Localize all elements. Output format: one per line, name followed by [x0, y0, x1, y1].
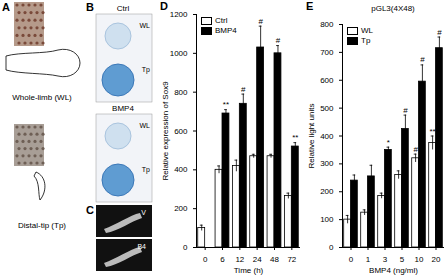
svg-text:BMP4 (ng/ml): BMP4 (ng/ml)	[369, 266, 418, 275]
svg-text:WL: WL	[140, 22, 151, 29]
svg-text:BMP4: BMP4	[112, 104, 134, 113]
svg-text:**: **	[429, 127, 435, 136]
svg-text:Relative expression of Sox9: Relative expression of Sox9	[161, 81, 170, 181]
svg-text:B: B	[86, 1, 94, 13]
svg-text:Tp: Tp	[142, 66, 150, 74]
svg-text:Ctrl: Ctrl	[117, 4, 130, 13]
svg-text:#: #	[420, 55, 425, 64]
svg-text:#: #	[403, 106, 408, 115]
html-text:D: D	[160, 0, 168, 12]
html-text:pGL3(4X48): pGL3(4X48)	[371, 4, 415, 13]
svg-text:1: 1	[366, 255, 371, 264]
svg-text:400: 400	[320, 132, 334, 141]
svg-text:1200: 1200	[170, 10, 188, 19]
svg-text:C: C	[86, 204, 94, 216]
svg-text:48: 48	[270, 255, 279, 264]
html-text:BMP4: BMP4	[215, 26, 237, 35]
svg-text:0: 0	[203, 255, 208, 264]
svg-text:500: 500	[320, 104, 334, 113]
svg-text:400: 400	[174, 165, 188, 174]
svg-text:800: 800	[174, 88, 188, 97]
html-text:Ctrl: Ctrl	[215, 16, 228, 25]
svg-text:200: 200	[320, 187, 334, 196]
svg-text:600: 600	[320, 76, 334, 85]
svg-text:100: 100	[320, 215, 334, 224]
svg-text:#: #	[437, 28, 442, 37]
svg-text:A: A	[2, 1, 10, 13]
svg-text:24: 24	[253, 255, 262, 264]
html-text:Tp: Tp	[361, 36, 371, 45]
svg-text:1000: 1000	[170, 49, 188, 58]
svg-text:Distal-tip (Tp): Distal-tip (Tp)	[18, 221, 66, 230]
svg-text:20: 20	[432, 255, 441, 264]
svg-text:300: 300	[320, 159, 334, 168]
html-text:WL: WL	[361, 26, 373, 35]
svg-text:Relative light units: Relative light units	[307, 104, 316, 169]
svg-text:72: 72	[287, 255, 296, 264]
svg-text:#: #	[258, 17, 263, 26]
svg-text:3: 3	[383, 255, 388, 264]
svg-text:0: 0	[183, 243, 188, 252]
svg-text:0: 0	[349, 255, 354, 264]
svg-text:#: #	[241, 85, 246, 94]
svg-text:V: V	[141, 209, 146, 216]
svg-text:5: 5	[400, 255, 405, 264]
svg-text:12: 12	[235, 255, 244, 264]
svg-text:600: 600	[174, 127, 188, 136]
svg-text:200: 200	[174, 204, 188, 213]
svg-text:#: #	[276, 36, 281, 45]
svg-text:#: #	[413, 145, 418, 154]
svg-text:700: 700	[320, 48, 334, 57]
svg-text:**: **	[223, 100, 229, 109]
svg-text:Whole-limb (WL): Whole-limb (WL)	[12, 93, 72, 102]
svg-text:*: *	[387, 138, 390, 147]
svg-text:10: 10	[415, 255, 424, 264]
svg-text:800: 800	[320, 20, 334, 29]
svg-text:0: 0	[329, 243, 334, 252]
svg-text:Time (h): Time (h)	[234, 266, 264, 275]
svg-text:6: 6	[220, 255, 225, 264]
svg-text:Tp: Tp	[142, 166, 150, 174]
svg-text:B4: B4	[137, 243, 146, 250]
html-text:E: E	[306, 0, 314, 12]
svg-text:**: **	[292, 133, 298, 142]
svg-text:WL: WL	[140, 122, 151, 129]
